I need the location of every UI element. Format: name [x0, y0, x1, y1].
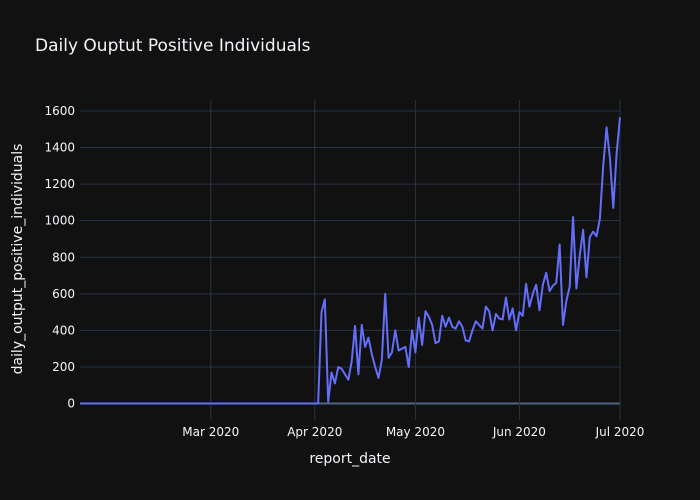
line-layer: [80, 117, 621, 405]
y-tick-label: 200: [52, 360, 75, 374]
y-tick-label: 600: [52, 287, 75, 301]
y-tick-label: 1200: [44, 177, 75, 191]
x-tick-label: May 2020: [386, 425, 445, 439]
tick-layer: 0 200 400 600 800 1000 1200 1400 1600 Mar 2020 Apr…: [44, 104, 644, 439]
series-line-0: [80, 117, 621, 405]
y-tick-label: 400: [52, 323, 75, 337]
x-tick-label: Apr 2020: [287, 425, 342, 439]
y-tick-label: 0: [67, 397, 75, 411]
y-tick-label: 1000: [44, 214, 75, 228]
x-tick-label: Jul 2020: [595, 425, 645, 439]
x-tick-label: Mar 2020: [182, 425, 239, 439]
y-tick-label: 800: [52, 250, 75, 264]
y-tick-label: 1600: [44, 104, 75, 118]
x-tick-label: Jun 2020: [492, 425, 546, 439]
y-tick-label: 1400: [44, 141, 75, 155]
x-axis-label: report_date: [309, 451, 390, 467]
y-axis-label: daily_output_positive_individuals: [10, 144, 26, 375]
chart-title: Daily Ouptut Positive Individuals: [35, 36, 311, 56]
